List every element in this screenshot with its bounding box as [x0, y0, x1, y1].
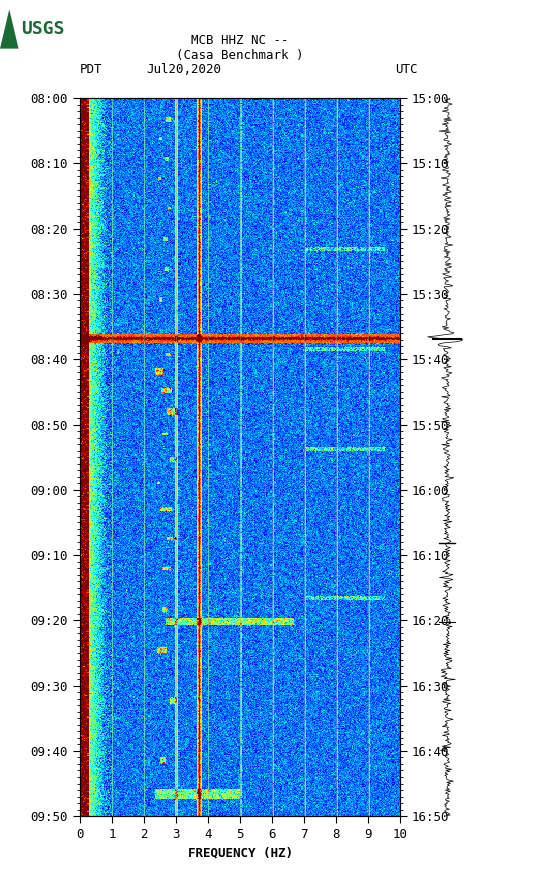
X-axis label: FREQUENCY (HZ): FREQUENCY (HZ) [188, 847, 293, 860]
Title: MCB HHZ NC --
(Casa Benchmark ): MCB HHZ NC -- (Casa Benchmark ) [177, 34, 304, 62]
Text: Jul20,2020: Jul20,2020 [146, 62, 221, 76]
Polygon shape [0, 9, 19, 49]
Text: USGS: USGS [21, 20, 65, 38]
Text: UTC: UTC [395, 62, 417, 76]
Text: PDT: PDT [80, 62, 103, 76]
